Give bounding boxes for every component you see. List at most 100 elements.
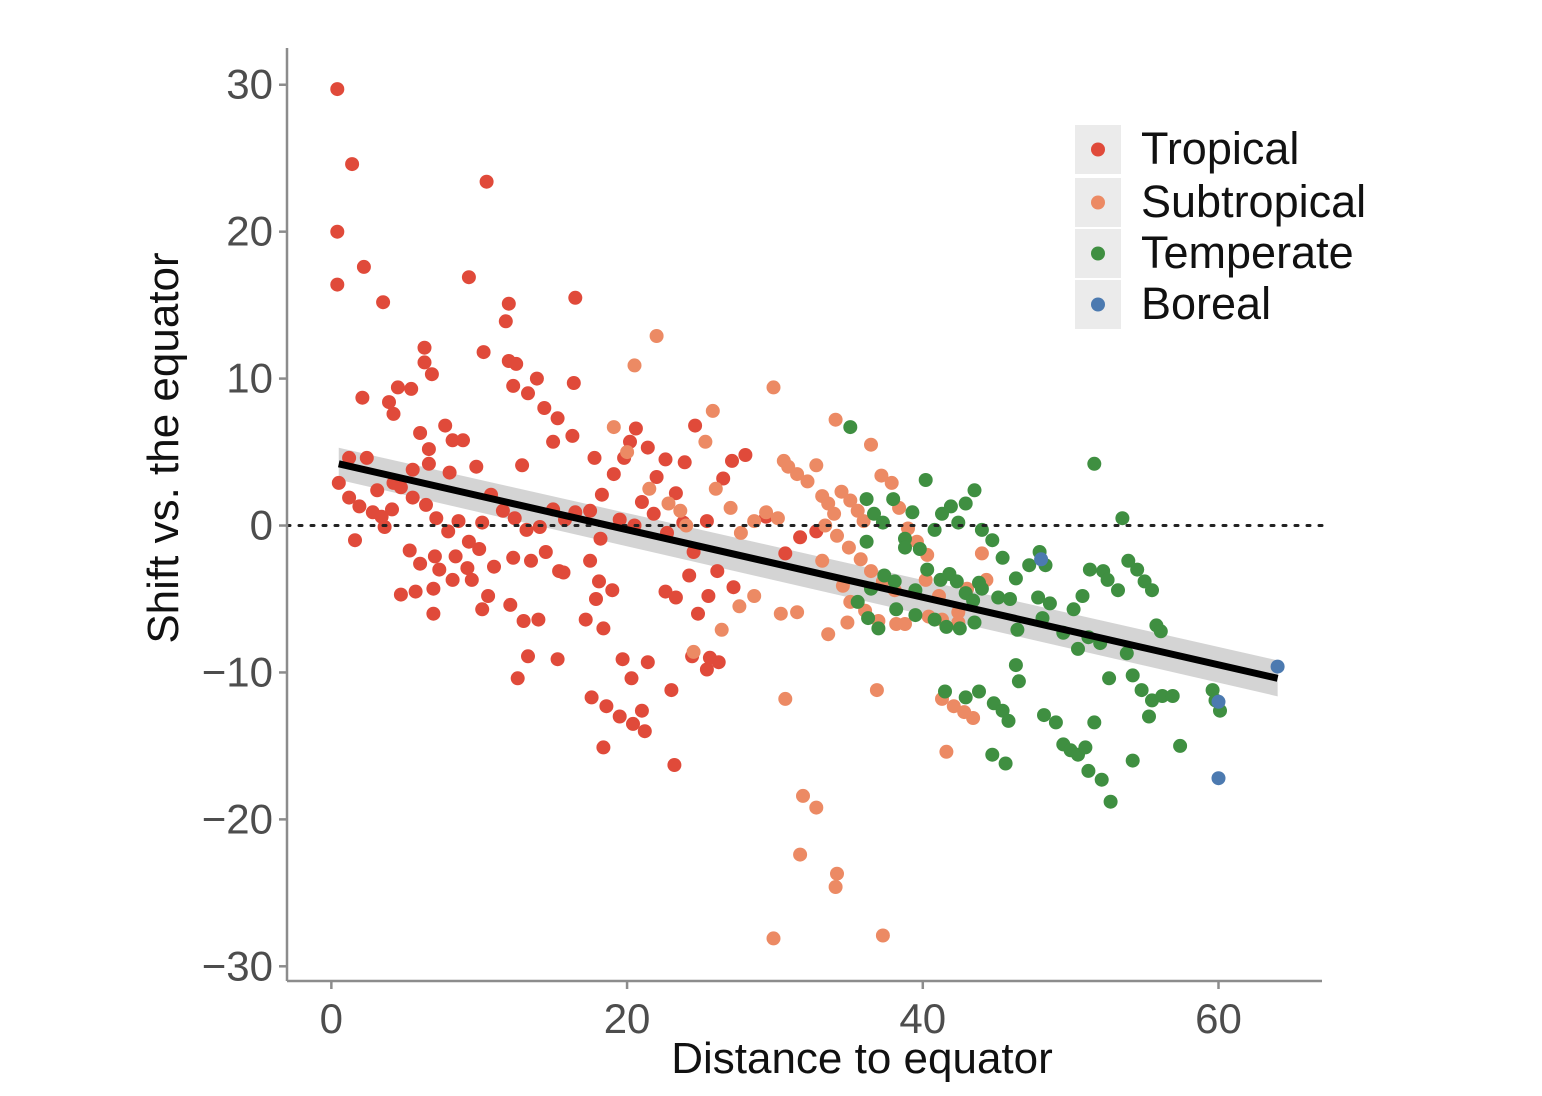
data-point-tropical — [507, 511, 522, 526]
data-point-tropical — [426, 606, 441, 621]
data-point-tropical — [413, 556, 428, 571]
data-point-tropical — [524, 553, 538, 568]
data-point-subtropical — [884, 475, 899, 490]
data-point-temperate — [952, 621, 967, 636]
data-point-tropical — [460, 561, 475, 576]
y-tick-label: 30 — [226, 61, 273, 108]
data-point-temperate — [967, 483, 982, 498]
y-tick-label: 20 — [226, 208, 273, 255]
data-point-tropical — [445, 433, 460, 448]
data-point-boreal — [1270, 659, 1285, 674]
data-point-tropical — [441, 524, 456, 539]
data-point-temperate — [875, 515, 890, 530]
data-point-subtropical — [864, 564, 878, 579]
data-point-tropical — [701, 589, 716, 603]
data-point-temperate — [1087, 456, 1102, 471]
axes — [285, 48, 1322, 983]
data-point-temperate — [958, 690, 973, 705]
data-point-temperate — [943, 499, 958, 514]
data-point-tropical — [461, 534, 476, 549]
data-point-tropical — [348, 533, 362, 548]
data-point-tropical — [640, 440, 655, 455]
data-point-tropical — [331, 475, 346, 490]
data-point-tropical — [330, 224, 345, 239]
data-point-temperate — [1134, 683, 1149, 698]
data-point-temperate — [985, 747, 1000, 762]
data-point-subtropical — [766, 931, 781, 946]
data-point-tropical — [456, 433, 470, 448]
data-point-tropical — [355, 390, 370, 405]
data-point-subtropical — [946, 699, 961, 714]
data-point-temperate — [998, 756, 1013, 771]
data-point-temperate — [1042, 596, 1057, 611]
data-point-tropical — [427, 549, 442, 564]
data-point-temperate — [912, 542, 927, 556]
data-point-subtropical — [714, 622, 729, 637]
data-point-subtropical — [809, 458, 824, 473]
data-point-tropical — [393, 587, 408, 602]
data-point-tropical — [495, 503, 510, 518]
data-point-tropical — [464, 572, 479, 587]
data-point-tropical — [628, 421, 643, 436]
data-point-temperate — [889, 602, 904, 617]
data-point-temperate — [1094, 772, 1109, 787]
legend-marker-temperate — [1091, 246, 1105, 261]
data-point-subtropical — [828, 412, 843, 427]
legend-label-boreal: Boreal — [1141, 278, 1271, 329]
data-point-tropical — [667, 758, 682, 772]
data-point-tropical — [637, 724, 652, 739]
data-point-temperate — [905, 505, 920, 520]
data-point-subtropical — [627, 358, 642, 373]
data-point-tropical — [432, 562, 447, 577]
data-point-tropical — [537, 401, 552, 415]
data-point-subtropical — [606, 420, 621, 435]
data-point-tropical — [390, 380, 405, 395]
data-point-tropical — [405, 490, 420, 505]
data-point-tropical — [405, 462, 420, 477]
data-point-tropical — [330, 277, 345, 292]
data-point-tropical — [469, 459, 484, 474]
data-point-temperate — [991, 590, 1006, 605]
data-points — [330, 82, 1285, 946]
data-point-tropical — [404, 381, 419, 396]
data-point-tropical — [352, 499, 367, 514]
data-point-temperate — [1071, 641, 1085, 656]
data-point-tropical — [501, 296, 516, 311]
data-point-temperate — [908, 608, 923, 623]
data-point-tropical — [589, 592, 603, 606]
data-point-temperate — [850, 594, 865, 609]
legend-marker-tropical — [1091, 142, 1105, 157]
data-point-subtropical — [966, 711, 981, 725]
data-point-subtropical — [747, 589, 762, 603]
data-point-tropical — [417, 355, 432, 370]
data-point-tropical — [370, 483, 385, 498]
data-point-subtropical — [864, 437, 878, 452]
data-point-tropical — [738, 448, 753, 462]
y-tick-label: 10 — [226, 355, 273, 402]
data-point-tropical — [402, 543, 417, 558]
data-point-temperate — [1130, 562, 1145, 577]
data-point-temperate — [1103, 794, 1118, 809]
data-point-tropical — [606, 467, 621, 482]
data-point-tropical — [356, 259, 371, 274]
regression-line — [337, 460, 1279, 682]
data-point-tropical — [479, 174, 494, 189]
data-point-temperate — [861, 611, 876, 626]
data-point-temperate — [995, 703, 1010, 718]
legend-label-tropical: Tropical — [1141, 123, 1299, 174]
data-point-subtropical — [874, 468, 889, 483]
data-point-tropical — [646, 506, 661, 521]
data-point-temperate — [995, 550, 1010, 565]
data-point-tropical — [578, 612, 593, 627]
data-point-temperate — [1121, 553, 1136, 568]
data-point-tropical — [393, 480, 408, 495]
data-point-temperate — [871, 621, 886, 636]
data-point-subtropical — [830, 528, 844, 543]
data-point-tropical — [550, 652, 565, 667]
data-point-tropical — [481, 589, 496, 603]
y-tick-label: 0 — [250, 502, 273, 549]
data-point-subtropical — [705, 403, 720, 418]
data-point-temperate — [886, 492, 901, 507]
data-point-tropical — [419, 497, 433, 512]
y-tick-label: −10 — [202, 648, 273, 695]
